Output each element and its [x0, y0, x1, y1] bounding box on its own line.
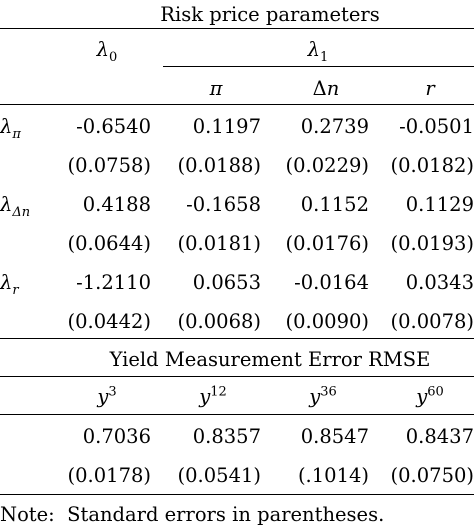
cell-std-error: (0.0176) [285, 232, 369, 255]
cell-std-error: (0.0644) [67, 232, 151, 255]
cell-std-error: (0.0068) [177, 310, 261, 333]
header-lambda1: λ1 [307, 38, 329, 64]
cell-estimate: -1.2110 [76, 271, 151, 294]
cell-estimate: -0.0164 [294, 271, 369, 294]
cell-estimate: 0.1197 [192, 115, 261, 138]
cell-std-error: (0.0181) [177, 232, 261, 255]
y-symbol: y [97, 385, 109, 408]
lambda-symbol: λ [0, 115, 13, 138]
yield-header-rule [0, 376, 474, 377]
col-header-y12: y12 [199, 384, 227, 408]
col-header-y60: y60 [416, 384, 444, 408]
col-header-y3: y3 [97, 384, 117, 408]
yield-estimate: 0.8437 [405, 425, 474, 448]
lambda-symbol: λ [307, 38, 321, 61]
cell-estimate: 0.2739 [300, 115, 369, 138]
section-divider-rule [0, 338, 474, 339]
lambda1-rule [163, 66, 474, 67]
y-symbol: y [309, 385, 321, 408]
yield-rmse-title: Yield Measurement Error RMSE [109, 348, 431, 371]
row-label-lambda-r: λr [0, 271, 19, 297]
row-subscript: Δn [12, 204, 31, 220]
cell-estimate: 0.0653 [192, 271, 261, 294]
row-label-lambda-delta-n: λΔn [0, 193, 30, 219]
cell-std-error: (0.0193) [390, 232, 474, 255]
cell-estimate: -0.1658 [186, 193, 261, 216]
col-header-pi: π [210, 79, 223, 99]
lambda0-subscript: 0 [109, 49, 118, 65]
n-symbol: n [326, 77, 340, 100]
cell-std-error: (0.0758) [67, 154, 151, 177]
row-subscript: r [12, 282, 19, 298]
header-bottom-rule [0, 104, 474, 105]
cell-std-error: (0.0442) [67, 310, 151, 333]
y-symbol: y [416, 385, 428, 408]
cell-std-error: (0.0229) [285, 154, 369, 177]
cell-std-error: (0.0090) [285, 310, 369, 333]
top-rule [0, 28, 474, 29]
maturity-superscript: 36 [320, 384, 337, 400]
cell-estimate: 0.1129 [405, 193, 474, 216]
cell-estimate: 0.4188 [82, 193, 151, 216]
cell-estimate: -0.0501 [399, 115, 474, 138]
yield-estimate: 0.7036 [82, 425, 151, 448]
lambda-symbol: λ [0, 193, 13, 216]
delta-symbol: Δ [312, 77, 327, 100]
yield-std-error: (0.0750) [390, 464, 474, 487]
yield-std-error: (0.0178) [67, 464, 151, 487]
col-header-y36: y36 [309, 384, 337, 408]
lambda-symbol: λ [0, 271, 13, 294]
yield-std-error: (0.0541) [177, 464, 261, 487]
cell-std-error: (0.0078) [390, 310, 474, 333]
table-bottom-rule [0, 494, 474, 495]
lambda-symbol: λ [96, 38, 110, 61]
cell-estimate: 0.0343 [405, 271, 474, 294]
table-note: Note: Standard errors in parentheses. [0, 503, 385, 526]
maturity-superscript: 12 [210, 384, 227, 400]
maturity-superscript: 3 [108, 384, 117, 400]
lambda1-subscript: 1 [320, 49, 329, 65]
cell-estimate: 0.1152 [300, 193, 369, 216]
pi-symbol: π [209, 77, 223, 100]
r-symbol: r [425, 77, 435, 100]
cell-std-error: (0.0188) [177, 154, 261, 177]
risk-price-title: Risk price parameters [160, 3, 380, 26]
cell-estimate: -0.6540 [76, 115, 151, 138]
col-header-r: r [425, 79, 434, 99]
yield-std-error: (.1014) [297, 464, 369, 487]
row-subscript: π [12, 126, 21, 142]
cell-std-error: (0.0182) [390, 154, 474, 177]
row-label-lambda-pi: λπ [0, 115, 21, 141]
col-header-delta-n: Δn [313, 79, 340, 99]
maturity-superscript: 60 [427, 384, 444, 400]
yield-estimate: 0.8357 [192, 425, 261, 448]
yield-bottom-rule [0, 414, 474, 415]
header-lambda0: λ0 [96, 38, 118, 64]
yield-estimate: 0.8547 [300, 425, 369, 448]
y-symbol: y [199, 385, 211, 408]
